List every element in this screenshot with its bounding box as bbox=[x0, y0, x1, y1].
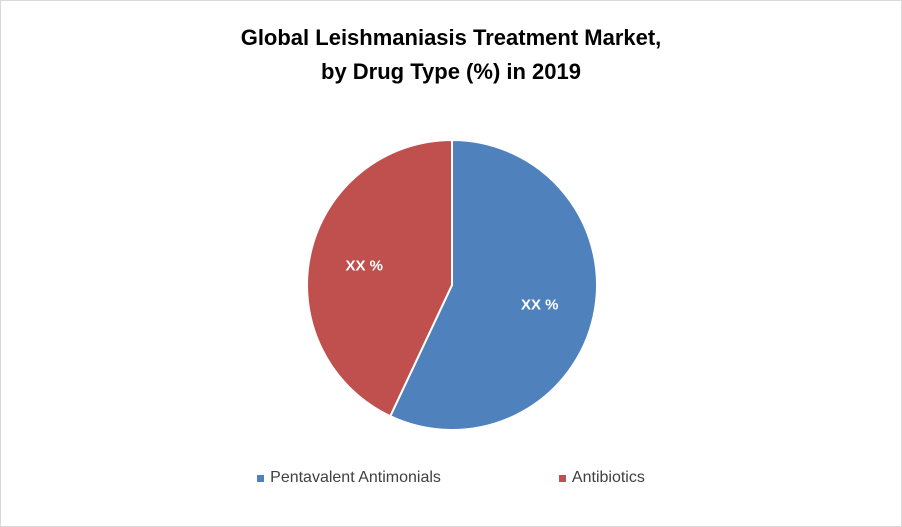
chart-title-block: Global Leishmaniasis Treatment Market, b… bbox=[1, 21, 901, 89]
chart-title: Global Leishmaniasis Treatment Market, bbox=[240, 25, 662, 50]
chart-subtitle: by Drug Type (%) in 2019 bbox=[321, 59, 581, 84]
chart-legend: Pentavalent Antimonials Antibiotics bbox=[1, 469, 901, 487]
legend-swatch bbox=[257, 474, 265, 482]
legend-label: Antibiotics bbox=[571, 469, 645, 486]
legend-item-antibiotics: Antibiotics bbox=[558, 469, 645, 487]
pie-slice-0 bbox=[388, 138, 598, 431]
legend-label: Pentavalent Antimonials bbox=[270, 469, 441, 486]
pie-slice-1 bbox=[306, 138, 453, 418]
legend-swatch bbox=[558, 474, 566, 482]
data-label-1: XX % bbox=[346, 257, 384, 274]
legend-item-pentavalent: Pentavalent Antimonials bbox=[257, 469, 441, 487]
data-label-0: XX % bbox=[521, 297, 559, 314]
